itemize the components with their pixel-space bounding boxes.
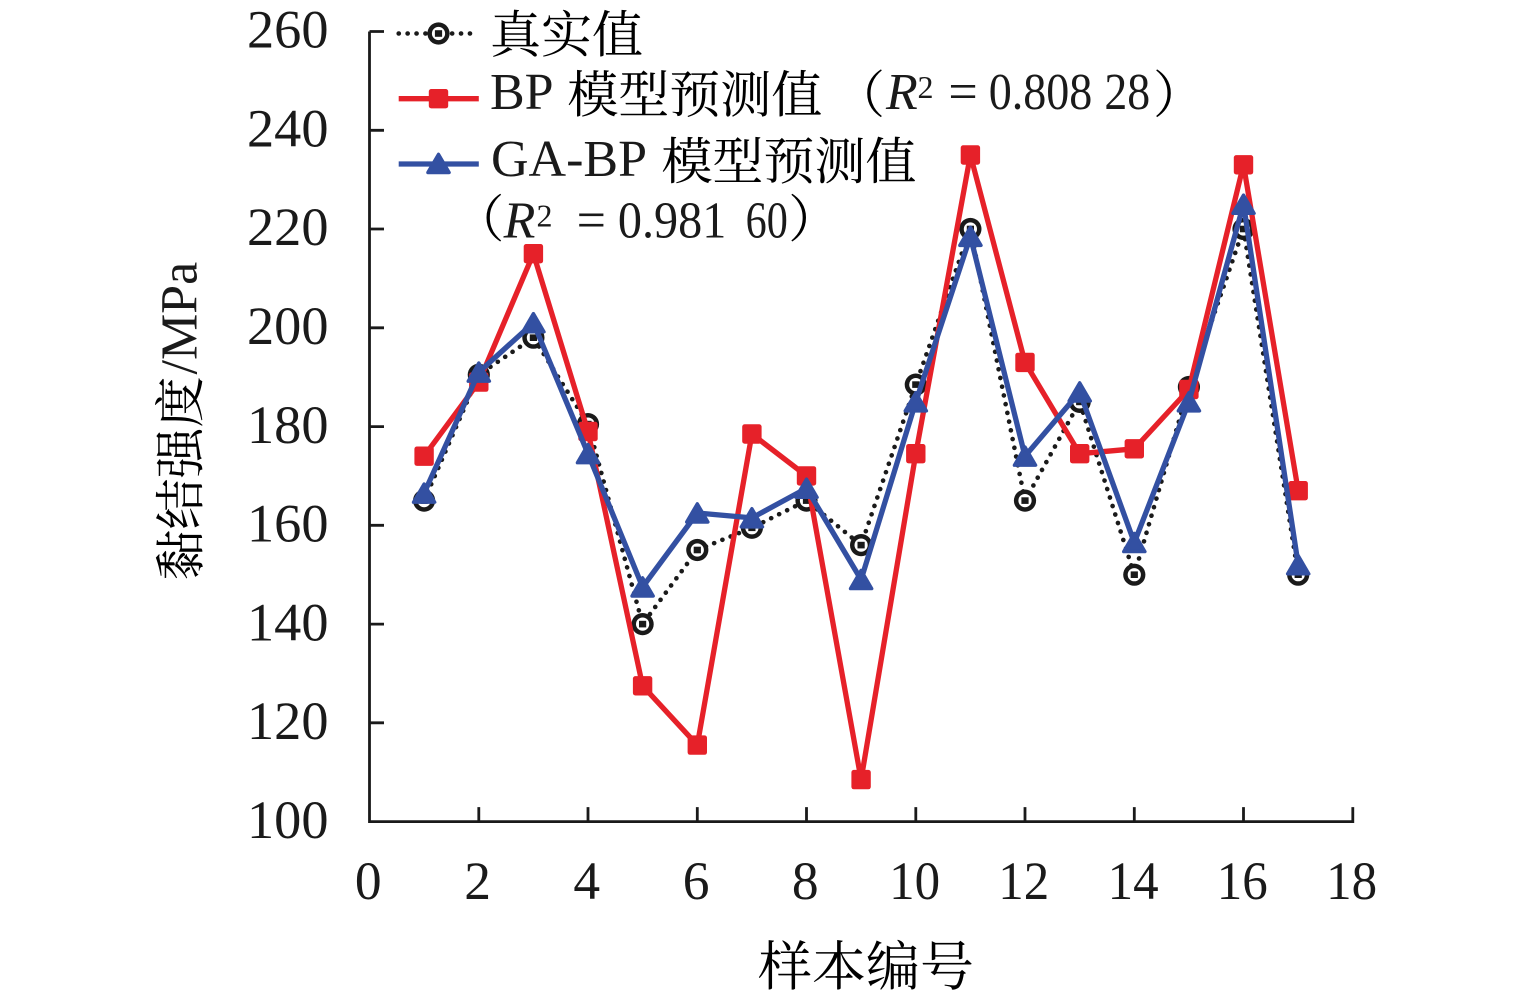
svg-text:60: 60 — [746, 193, 788, 250]
svg-text:12: 12 — [998, 851, 1049, 911]
svg-text:/MPa: /MPa — [152, 262, 209, 375]
svg-text:200: 200 — [247, 296, 329, 356]
svg-text:4: 4 — [573, 851, 600, 911]
svg-text:0: 0 — [355, 851, 382, 911]
svg-text:240: 240 — [247, 99, 329, 159]
svg-text:16: 16 — [1217, 851, 1268, 911]
svg-text:220: 220 — [247, 197, 329, 257]
svg-text:28: 28 — [1104, 64, 1150, 121]
svg-text:=: = — [577, 193, 606, 250]
svg-text:160: 160 — [247, 494, 329, 554]
svg-text:2: 2 — [918, 69, 934, 105]
svg-text:10: 10 — [889, 851, 940, 911]
svg-text:2: 2 — [464, 851, 491, 911]
svg-text:0.981: 0.981 — [618, 193, 726, 250]
svg-text:=: = — [948, 64, 977, 121]
svg-text:120: 120 — [247, 691, 329, 751]
svg-text:180: 180 — [247, 395, 329, 455]
svg-text:6: 6 — [683, 851, 710, 911]
svg-text:18: 18 — [1326, 851, 1377, 911]
svg-text:140: 140 — [247, 592, 329, 652]
svg-text:R: R — [885, 64, 918, 121]
svg-text:14: 14 — [1108, 851, 1159, 911]
svg-text:260: 260 — [247, 0, 329, 60]
svg-text:GA-BP: GA-BP — [491, 131, 647, 188]
svg-text:0.808: 0.808 — [989, 64, 1093, 121]
svg-text:2: 2 — [537, 198, 553, 234]
svg-text:R: R — [503, 193, 536, 250]
svg-text:100: 100 — [247, 790, 329, 850]
svg-text:BP: BP — [490, 64, 554, 121]
svg-text:8: 8 — [792, 851, 819, 911]
